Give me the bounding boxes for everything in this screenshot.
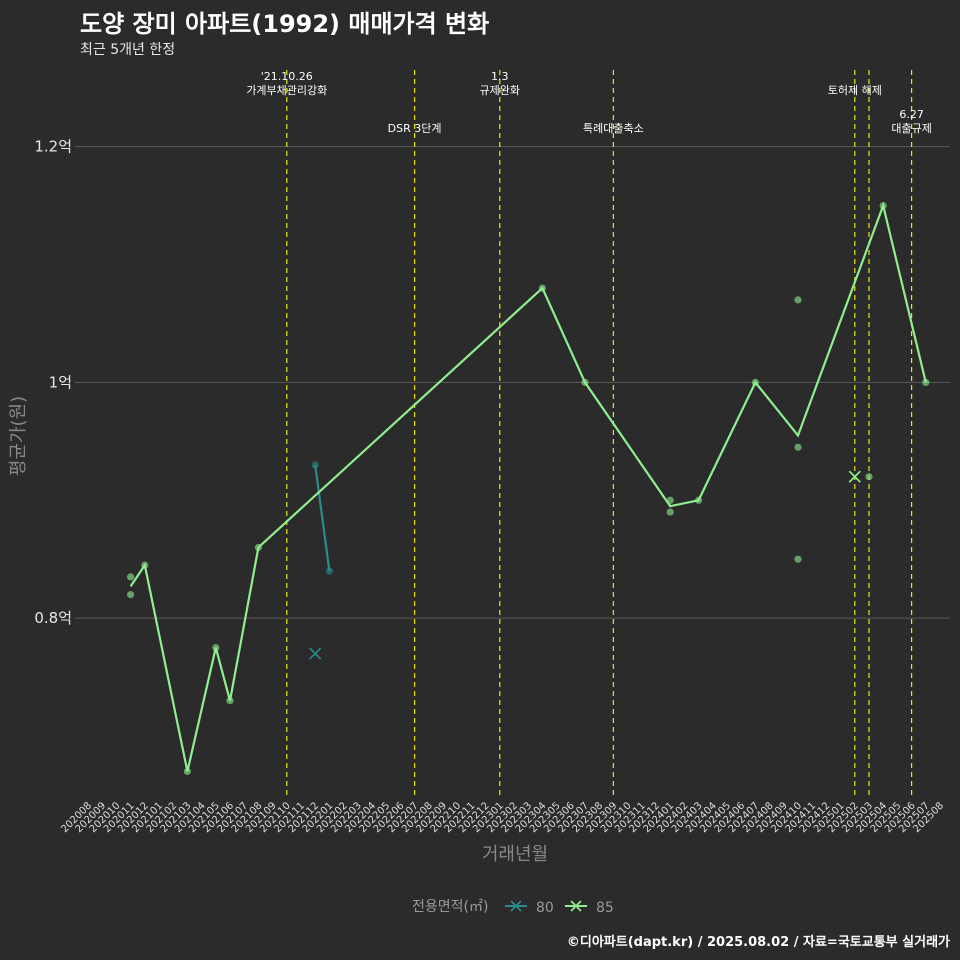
cross-point-80 [309, 647, 322, 660]
policy-lines [286, 70, 913, 795]
data-point-85 [695, 496, 703, 504]
x-axis-label: 거래년월 [482, 844, 548, 865]
data-point-85 [127, 573, 135, 581]
data-point-85 [922, 378, 930, 386]
data-point-80 [311, 461, 319, 469]
data-point-85 [226, 697, 234, 705]
data-point-85 [666, 508, 674, 516]
series-line-85 [129, 201, 927, 772]
data-point-85 [879, 201, 887, 210]
y-tick-label: 1억 [49, 373, 72, 391]
policy-annotation: 가계부채관리강화 [246, 84, 327, 97]
policy-annotation: 규제완화 [480, 84, 520, 97]
data-point-85 [794, 443, 802, 451]
data-point-85 [538, 284, 547, 292]
chart-subtitle: 최근 5개년 한정 [80, 42, 176, 58]
series-line-80 [314, 464, 331, 572]
legend-title: 전용면적(㎡) [412, 899, 488, 915]
data-point-80 [325, 567, 333, 575]
policy-annotation: 대출규제 [891, 122, 931, 135]
data-point-85 [581, 378, 589, 386]
policy-annotation: DSR 3단계 [388, 122, 442, 135]
x-tick-labels: 2020082020092020102020112020122021012021… [59, 800, 946, 835]
data-point-85 [666, 496, 674, 504]
cross-point-85 [848, 470, 861, 483]
data-point-85 [254, 543, 262, 552]
grid-lines [75, 146, 950, 619]
chart-title: 도양 장미 아파트(1992) 매매가격 변화 [80, 10, 490, 38]
legend: 전용면적(㎡) 80 85 [412, 899, 614, 916]
data-point-85 [751, 378, 760, 386]
legend-key-cross [570, 900, 582, 912]
legend-key-cross [510, 900, 522, 912]
policy-annotation: 6.27 [899, 108, 924, 121]
legend-item-label: 80 [536, 900, 554, 916]
legend-item-label: 85 [596, 900, 614, 916]
data-point-85 [127, 590, 135, 599]
policy-annotation: 특례대출축소 [583, 122, 644, 135]
policy-annotation: 토허제 해제 [828, 83, 882, 97]
y-tick-labels: 0.8억 1억 1.2억 [34, 138, 72, 628]
y-axis-label: 평균가(원) [8, 396, 29, 476]
data-point-85 [183, 767, 191, 776]
source-caption: ©디아파트(dapt.kr) / 2025.08.02 / 자료=국토교통부 실… [566, 935, 950, 950]
y-tick-label: 0.8억 [34, 609, 72, 627]
data-point-85 [794, 555, 802, 563]
data-point-85 [865, 473, 873, 481]
policy-annotation: 1.3 [491, 70, 509, 83]
data-point-85 [212, 644, 220, 652]
y-tick-label: 1.2억 [34, 138, 72, 156]
data-point-85 [794, 296, 802, 304]
series-layer [127, 201, 930, 776]
data-point-85 [141, 561, 149, 569]
policy-annotation: '21.10.26 [261, 70, 313, 83]
